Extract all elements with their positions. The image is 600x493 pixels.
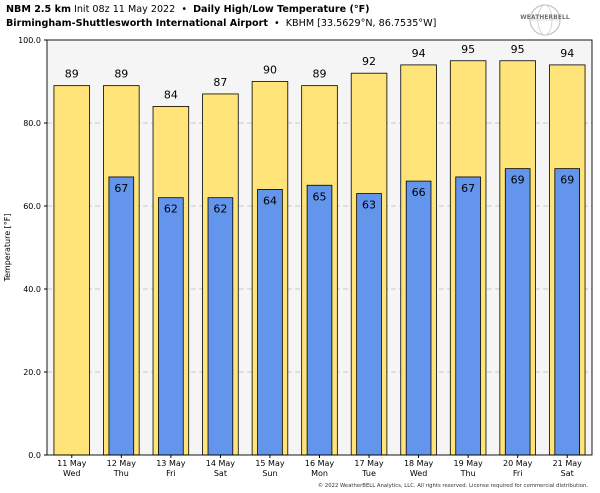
station-details: KBHM [33.5629°N, 86.7535°W] [285,18,437,29]
high-temp-label: 89 [65,68,79,81]
high-temp-label: 89 [313,68,327,81]
y-tick-label: 40.0 [23,285,41,294]
high-temp-label: 90 [263,64,277,77]
low-temp-bar [306,184,333,456]
x-tick-date: 20 May [503,459,533,468]
x-tick-date: 15 May [255,459,285,468]
high-temp-label: 89 [114,68,128,81]
header-line-1: NBM 2.5 km Init 08z 11 May 2022 • Daily … [6,3,526,17]
bars [53,60,586,456]
high-temp-label: 87 [213,76,227,89]
high-temp-label: 95 [461,43,475,56]
high-temp-label: 95 [511,43,525,56]
x-tick-date: 18 May [404,459,434,468]
low-temp-bar [257,188,283,456]
low-temp-label: 64 [263,194,277,207]
high-temp-bar [53,85,91,456]
separator-bullet: • [181,4,187,15]
y-tick-label: 100.0 [18,36,41,45]
x-tick-day: Sun [262,469,277,478]
x-tick-day: Wed [63,469,80,478]
low-temp-bar [405,180,432,456]
high-temp-label: 94 [412,47,426,60]
weatherbell-globe-logo-icon [529,4,561,36]
x-tick-day: Tue [361,469,376,478]
x-tick-day: Thu [460,469,476,478]
high-temp-label: 84 [164,88,178,101]
x-tick-date: 13 May [156,459,186,468]
low-temp-bar [207,197,234,456]
low-temp-bar [356,193,382,456]
model-name: NBM 2.5 km [6,4,71,15]
y-tick-label: 0.0 [28,451,41,460]
y-axis: 0.0 20.0 40.0 60.0 80.0 100.0 [18,36,47,460]
x-tick-date: 11 May [57,459,87,468]
low-temp-bar [158,197,184,456]
high-temp-label: 94 [560,47,574,60]
low-temp-bar [455,176,481,456]
x-tick-date: 14 May [206,459,236,468]
chart-header: NBM 2.5 km Init 08z 11 May 2022 • Daily … [6,3,526,31]
y-tick-label: 60.0 [23,202,41,211]
y-tick-label: 20.0 [23,368,41,377]
low-temp-bar [554,168,581,456]
chart-title: Daily High/Low Temperature (°F) [193,4,370,15]
x-tick-date: 16 May [305,459,335,468]
x-tick-day: Sat [561,469,574,478]
x-tick-day: Mon [311,469,328,478]
low-temp-label: 66 [412,186,426,199]
separator-bullet: • [274,18,280,29]
header-line-2: Birmingham-Shuttlesworth International A… [6,17,526,31]
x-tick-date: 21 May [553,459,583,468]
low-temp-label: 69 [511,174,525,187]
low-temp-label: 62 [164,203,178,216]
low-temp-label: 67 [461,182,475,195]
x-tick-day: Thu [113,469,129,478]
low-temp-label: 69 [560,174,574,187]
x-tick-date: 17 May [354,459,384,468]
x-tick-day: Fri [513,469,523,478]
y-tick-label: 80.0 [23,119,41,128]
x-tick-date: 12 May [107,459,137,468]
low-temp-label: 65 [313,190,327,203]
high-temp-label: 92 [362,55,376,68]
low-temp-bar [108,176,135,456]
x-tick-date: 19 May [454,459,484,468]
weatherbell-logo: WEATHERBELL [520,3,570,37]
init-time: Init 08z 11 May 2022 [74,4,176,15]
logo-text: WEATHERBELL [520,15,570,21]
x-tick-day: Sat [214,469,227,478]
x-tick-day: Wed [410,469,427,478]
station-name: Birmingham-Shuttlesworth International A… [6,18,268,29]
x-tick-day: Fri [166,469,176,478]
data-labels: 89 89 67 84 62 87 62 90 64 89 65 92 63 94 66 95 67 95 69 94… [65,43,574,216]
low-temp-label: 62 [213,203,227,216]
low-temp-label: 67 [114,182,128,195]
copyright-notice: © 2022 WeatherBELL Analytics, LLC. All r… [317,483,588,489]
y-axis-label: Temperature [°F] [3,213,12,282]
low-temp-bar [504,168,531,456]
low-temp-label: 63 [362,199,376,212]
